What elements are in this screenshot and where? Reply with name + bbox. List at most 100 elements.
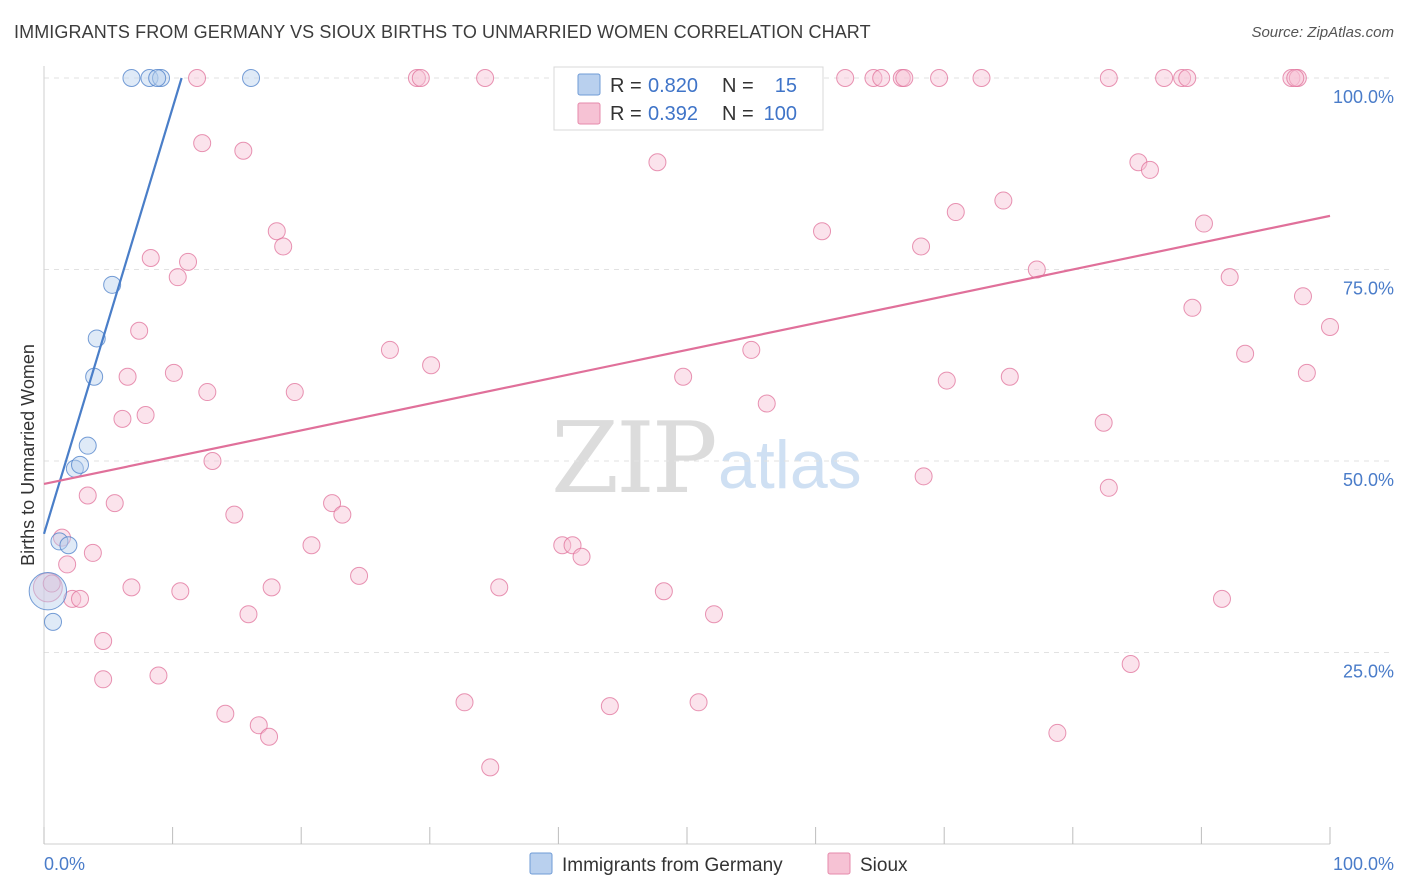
sioux-point [333, 505, 352, 524]
germany-trend-line [42, 77, 183, 535]
sioux-point [225, 505, 244, 524]
sioux-point [274, 237, 293, 256]
sioux-point [234, 141, 253, 160]
sioux-point [994, 191, 1013, 210]
sioux-point [302, 536, 321, 555]
sioux-point [1220, 268, 1239, 287]
sioux-point [836, 69, 855, 87]
sioux-point [422, 356, 441, 375]
sioux-point [164, 363, 183, 382]
germany-point [148, 69, 167, 87]
y-axis-title: Births to Unmarried Women [18, 344, 38, 566]
sioux-point [1282, 69, 1301, 87]
y-tick-labels: 25.0% 50.0% 75.0% 100.0% [1333, 87, 1394, 682]
sioux-point [83, 543, 102, 562]
sioux-point [654, 582, 673, 601]
sioux-point [1194, 214, 1213, 233]
sioux-point [239, 605, 258, 624]
sioux-point [323, 494, 342, 513]
sioux-point [122, 578, 141, 597]
sioux-point [262, 578, 281, 597]
sioux-point [63, 589, 82, 608]
sioux-point [168, 268, 187, 287]
sioux-point [648, 153, 667, 172]
trend-lines [42, 77, 1331, 535]
correlation-legend: R = 0.820 N = 15 R = 0.392 N = 100 [553, 66, 824, 131]
sioux-point [1099, 69, 1118, 87]
sioux-point [1048, 723, 1067, 742]
legend-germany-r-value: 0.820 [648, 75, 698, 97]
bottom-legend-swatch-sioux [827, 852, 851, 875]
sioux-point [689, 693, 708, 712]
sioux-point [1236, 344, 1255, 363]
sioux-point [94, 632, 113, 651]
sioux-point [1321, 317, 1339, 336]
sioux-point [1094, 413, 1113, 432]
legend-sioux-n-label: N = [722, 103, 754, 125]
sioux-point [198, 383, 217, 402]
germany-point [71, 455, 90, 474]
watermark-zip: ZIP [551, 402, 715, 516]
legend-germany-n-label: N = [722, 75, 754, 97]
axes [43, 66, 1331, 845]
sioux-point [1000, 367, 1019, 386]
sioux-point [813, 222, 832, 241]
germany-point [44, 612, 63, 631]
legend-germany-r-label: R = [610, 75, 642, 97]
sioux-point [118, 367, 137, 386]
sioux-points [32, 69, 1339, 777]
y-tick-label-25: 25.0% [1343, 662, 1394, 682]
legend-germany-n-value: 15 [775, 75, 797, 97]
legend-sioux-r-value: 0.392 [648, 103, 698, 125]
sioux-point [1121, 654, 1140, 673]
sioux-point [216, 704, 235, 723]
sioux-point [937, 371, 956, 390]
sioux-point [742, 340, 761, 359]
sioux-point [113, 409, 132, 428]
sioux-point [407, 69, 426, 87]
series-legend: Immigrants from Germany Sioux [529, 852, 908, 876]
sioux-point [193, 134, 212, 153]
sioux-point [1140, 160, 1159, 179]
sioux-point [411, 69, 430, 87]
watermark-atlas: atlas [718, 427, 862, 503]
germany-point [59, 536, 78, 555]
sioux-point [895, 69, 914, 87]
sioux-point [674, 367, 693, 386]
sioux-point [1155, 69, 1174, 87]
sioux-point [105, 494, 124, 513]
watermark: ZIP atlas [551, 402, 862, 516]
sioux-point [455, 693, 474, 712]
sioux-point [476, 69, 495, 87]
sioux-point [481, 758, 500, 777]
sioux-point [188, 69, 207, 87]
germany-point [103, 275, 122, 294]
germany-point [122, 69, 141, 87]
sioux-point [171, 582, 190, 601]
sioux-point [914, 467, 933, 486]
legend-sioux-r-label: R = [610, 103, 642, 125]
sioux-point [1212, 589, 1231, 608]
sioux-point [78, 486, 97, 505]
sioux-point [1286, 69, 1305, 87]
sioux-point [705, 605, 724, 624]
y-tick-label-50: 50.0% [1343, 470, 1394, 490]
sioux-point [864, 69, 883, 87]
sioux-point [1099, 478, 1118, 497]
germany-point [242, 69, 261, 87]
germany-point [78, 436, 97, 455]
sioux-point [149, 666, 168, 685]
sioux-point [972, 69, 991, 87]
sioux-point [930, 69, 949, 87]
sioux-point [71, 589, 90, 608]
x-tick-label-max: 100.0% [1333, 854, 1394, 874]
germany-points [28, 69, 261, 631]
sioux-trend-line [43, 214, 1331, 486]
sioux-point [58, 555, 77, 574]
germany-point [152, 69, 171, 87]
y-tick-label-100: 100.0% [1333, 87, 1394, 107]
gridlines [44, 77, 1392, 653]
sioux-point [267, 222, 286, 241]
sioux-point [260, 727, 279, 746]
sioux-point [553, 536, 572, 555]
